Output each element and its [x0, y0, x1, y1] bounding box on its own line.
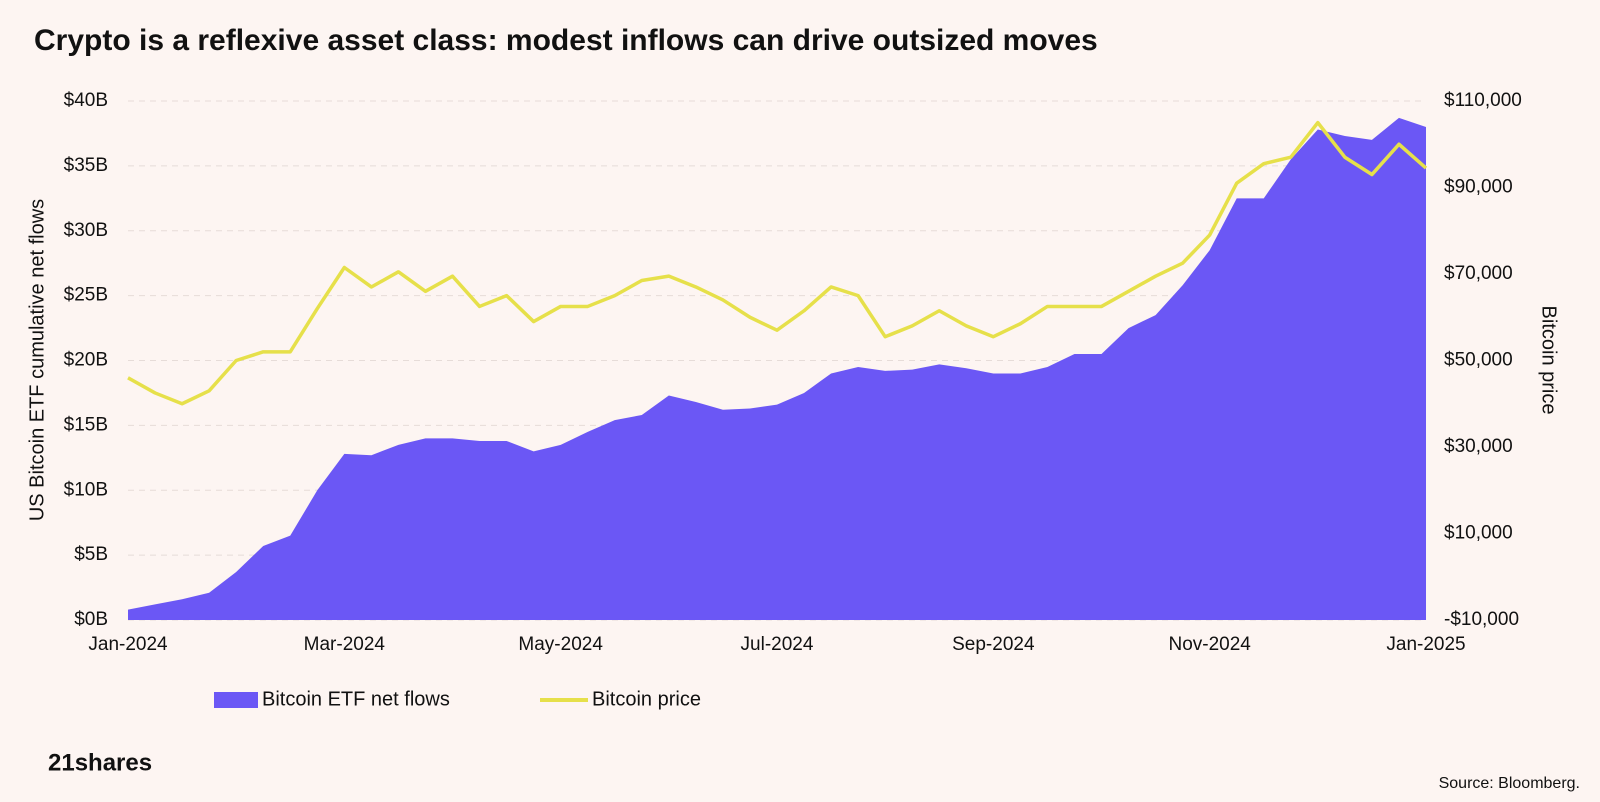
y-tick-label: $15B	[64, 414, 108, 435]
legend-label: Bitcoin ETF net flows	[262, 688, 450, 710]
y-tick-label: $30B	[64, 220, 108, 241]
brand-logo: 21shares	[48, 749, 152, 776]
y-tick-label: $10B	[64, 479, 108, 500]
y2-axis-title: Bitcoin price	[1538, 306, 1560, 415]
y2-tick-label: $30,000	[1444, 436, 1513, 457]
y-tick-label: $5B	[74, 544, 108, 565]
y2-tick-label: $110,000	[1444, 90, 1522, 111]
x-tick-label: Mar-2024	[304, 634, 386, 655]
legend-label: Bitcoin price	[592, 688, 701, 710]
x-tick-label: Jan-2025	[1386, 634, 1465, 655]
price-line	[127, 120, 1428, 406]
legend-swatch	[214, 692, 258, 708]
y-tick-label: $40B	[64, 90, 108, 111]
x-tick-label: May-2024	[518, 634, 603, 655]
y-tick-label: $20B	[64, 350, 108, 371]
source-note: Source: Bloomberg.	[1439, 775, 1580, 792]
y2-tick-label: -$10,000	[1444, 609, 1519, 630]
x-tick-label: Jul-2024	[741, 634, 814, 655]
y2-tick-label: $70,000	[1444, 263, 1513, 284]
x-tick-label: Jan-2024	[88, 634, 168, 655]
y2-tick-label: $50,000	[1444, 350, 1513, 371]
flows-area	[128, 117, 1426, 621]
y-tick-label: $35B	[64, 155, 108, 176]
y-tick-label: $25B	[64, 285, 108, 306]
y-tick-label: $0B	[74, 609, 108, 630]
x-tick-label: Nov-2024	[1168, 634, 1251, 655]
y2-tick-label: $10,000	[1444, 523, 1513, 544]
chart-title: Crypto is a reflexive asset class: modes…	[34, 24, 1098, 57]
x-tick-label: Sep-2024	[952, 634, 1035, 655]
y2-tick-label: $90,000	[1444, 177, 1513, 198]
y-axis-title: US Bitcoin ETF cumulative net flows	[26, 199, 48, 521]
